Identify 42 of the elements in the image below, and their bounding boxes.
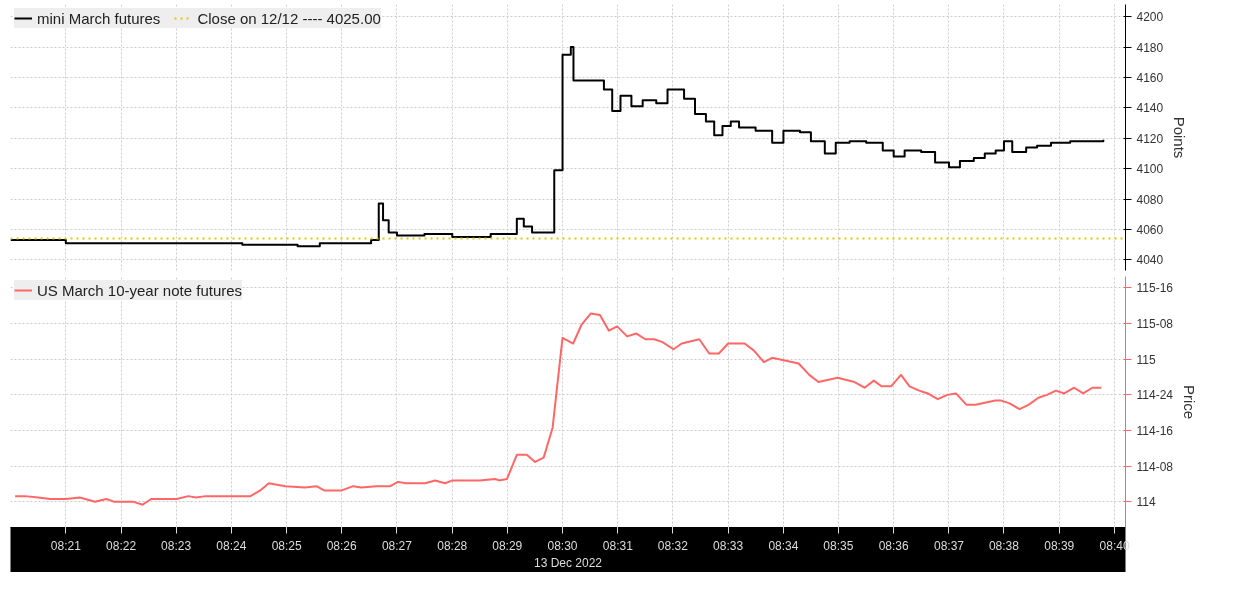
x-tick-label: 08:34 (768, 538, 799, 553)
legend-label: mini March futures (37, 9, 161, 27)
legend-label: US March 10-year note futures (37, 281, 243, 299)
legend-label: Close on 12/12 ---- 4025.00 (197, 9, 381, 27)
y-tick-label: 115 (1136, 352, 1156, 367)
x-tick-label: 08:36 (878, 538, 910, 553)
x-tick-label: 08:22 (106, 538, 137, 553)
y-tick-label: 115-16 (1136, 281, 1174, 296)
line-series (14, 312, 1103, 506)
x-tick-label: 08:25 (271, 538, 303, 553)
x-tick-label: 08:38 (988, 538, 1020, 553)
y-tick-label: 114 (1136, 495, 1156, 510)
x-tick-label: 08:30 (547, 538, 578, 553)
y-tick-label: 4100 (1136, 162, 1164, 177)
y-tick-label: 114-24 (1136, 388, 1174, 403)
y-tick-label: 4040 (1136, 253, 1164, 268)
x-tick-label: 08:35 (823, 538, 854, 553)
y-tick-label: 4140 (1136, 101, 1164, 116)
x-tick-label: 08:26 (326, 538, 357, 553)
x-tick-label: 08:23 (161, 538, 192, 553)
x-tick-label: 08:39 (1044, 538, 1075, 553)
x-tick-label: 08:33 (713, 538, 744, 553)
x-tick-label: 08:32 (657, 538, 689, 553)
y-tick-label: 4120 (1136, 131, 1164, 146)
x-tick-label: 08:29 (492, 538, 523, 553)
x-tick-label: 08:21 (50, 538, 82, 553)
x-axis-title: 13 Dec 2022 (533, 555, 603, 570)
y-axis-title: Points (1171, 116, 1189, 159)
y-tick-label: 4060 (1136, 222, 1164, 237)
x-tick-label: 08:24 (216, 538, 247, 553)
x-tick-label: 08:27 (381, 538, 413, 553)
y-tick-label: 4080 (1136, 192, 1164, 207)
y-tick-label: 114-16 (1136, 424, 1174, 439)
y-tick-label: 4180 (1136, 40, 1164, 55)
y-axis-title: Price (1180, 384, 1198, 420)
y-tick-label: 4160 (1136, 70, 1164, 85)
y-tick-label: 4200 (1136, 10, 1164, 25)
x-tick-label: 08:37 (933, 538, 965, 553)
x-tick-label: 08:31 (602, 538, 634, 553)
x-tick-label: 08:28 (437, 538, 468, 553)
y-tick-label: 115-08 (1136, 317, 1174, 332)
y-tick-label: 114-08 (1136, 459, 1174, 474)
